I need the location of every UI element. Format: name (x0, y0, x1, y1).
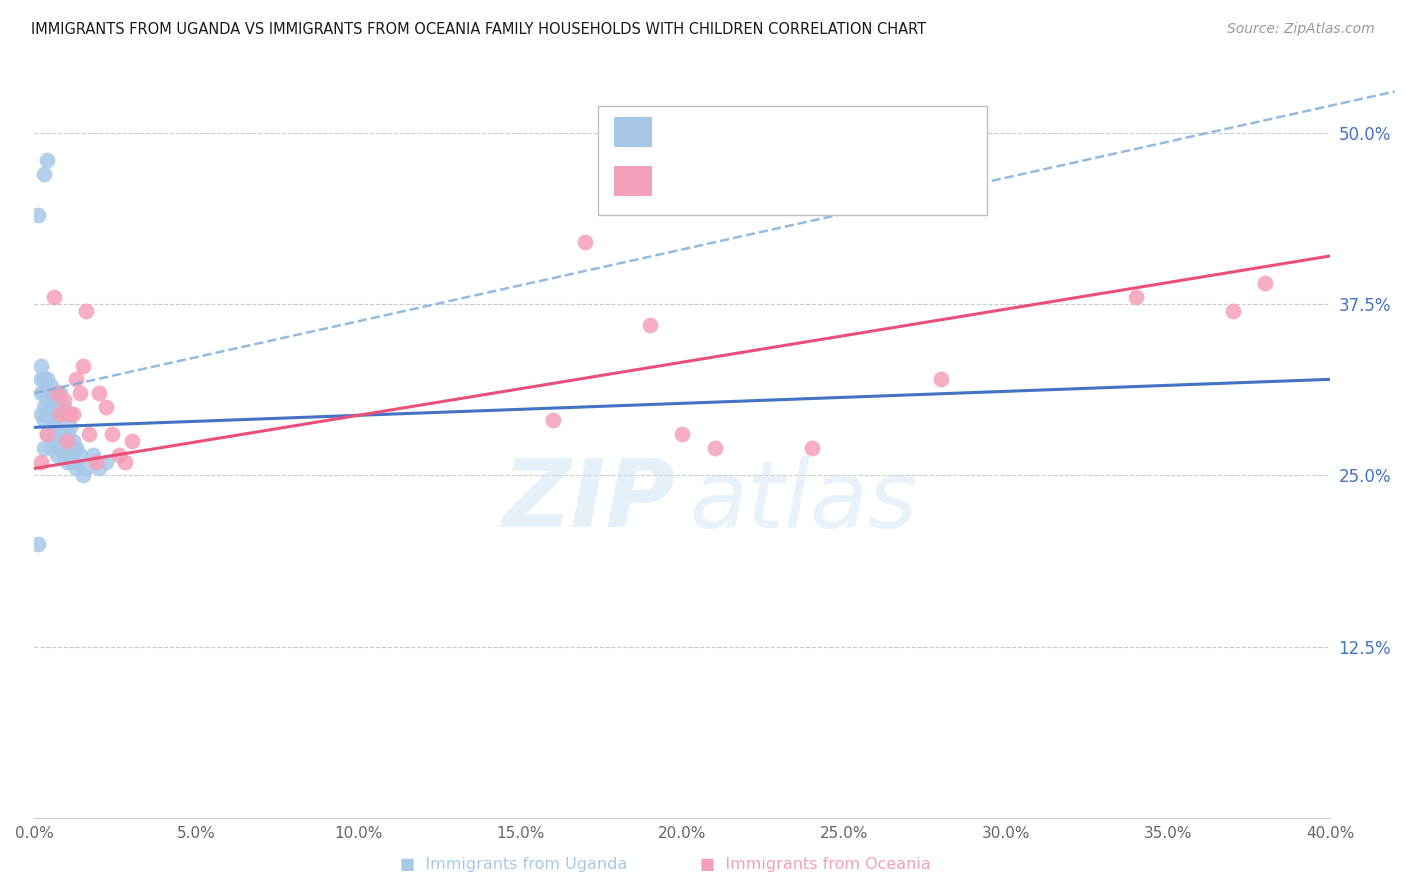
Point (30, 407, 52, 421)
Text: ■  Immigrants from Uganda: ■ Immigrants from Uganda (399, 857, 627, 872)
Point (46, 434, 69, 448)
Point (49, 441, 72, 455)
Point (65, 461, 87, 475)
Point (65, 441, 87, 455)
Point (49, 386, 72, 401)
Point (30, 386, 52, 401)
Point (37, 392, 59, 407)
Point (37, 407, 59, 421)
Point (55, 434, 77, 448)
Point (79, 427, 101, 442)
FancyBboxPatch shape (613, 117, 652, 147)
Point (69, 448, 91, 462)
Point (72, 468, 94, 483)
Text: R =  0.136   N = 52: R = 0.136 N = 52 (662, 121, 846, 141)
Point (39, 379, 62, 393)
FancyBboxPatch shape (613, 166, 652, 196)
Point (121, 434, 143, 448)
Point (37, 372, 59, 386)
Point (1222, 303, 1244, 318)
Point (59, 420, 82, 434)
Point (72, 359, 94, 373)
Point (27, 537, 49, 551)
Point (69, 386, 91, 401)
Text: IMMIGRANTS FROM UGANDA VS IMMIGRANTS FROM OCEANIA FAMILY HOUSEHOLDS WITH CHILDRE: IMMIGRANTS FROM UGANDA VS IMMIGRANTS FRO… (31, 22, 927, 37)
Point (75, 303, 97, 318)
Point (42, 407, 65, 421)
Point (75, 461, 97, 475)
Point (638, 318, 661, 332)
Point (59, 407, 82, 421)
Point (52, 427, 75, 442)
Point (49, 407, 72, 421)
Point (800, 441, 823, 455)
Point (107, 448, 129, 462)
Point (46, 400, 69, 414)
Point (94, 454, 117, 468)
Point (42, 434, 65, 448)
Point (39, 400, 62, 414)
Point (62, 454, 84, 468)
Point (37, 427, 59, 442)
Point (39, 413, 62, 427)
Point (671, 427, 693, 442)
Point (1125, 290, 1147, 304)
Point (32, 413, 55, 427)
Point (46, 386, 69, 401)
Point (84, 454, 107, 468)
Point (42, 392, 65, 407)
Point (55, 427, 77, 442)
Point (46, 413, 69, 427)
Point (39, 441, 62, 455)
Point (62, 434, 84, 448)
Point (49, 407, 72, 421)
Text: ■  Immigrants from Oceania: ■ Immigrants from Oceania (700, 857, 931, 872)
Point (42, 290, 65, 304)
Text: R =  0.348   N = 31: R = 0.348 N = 31 (662, 169, 846, 189)
Point (82, 448, 104, 462)
Point (27, 208, 49, 222)
Point (703, 441, 725, 455)
Point (62, 407, 84, 421)
Point (89, 386, 111, 401)
Point (46, 448, 69, 462)
Point (30, 454, 52, 468)
Point (46, 386, 69, 401)
Point (32, 386, 55, 401)
Point (37, 153, 59, 167)
Point (42, 420, 65, 434)
Point (1254, 277, 1277, 291)
Text: atlas: atlas (689, 456, 917, 547)
Point (59, 441, 82, 455)
Point (55, 454, 77, 468)
FancyBboxPatch shape (598, 105, 987, 215)
Point (37, 427, 59, 442)
Point (32, 441, 55, 455)
Point (89, 461, 111, 475)
Point (114, 454, 136, 468)
Point (931, 372, 953, 386)
Point (32, 372, 55, 386)
Point (30, 372, 52, 386)
Point (32, 167, 55, 181)
Point (52, 448, 75, 462)
Point (55, 407, 77, 421)
Point (52, 392, 75, 407)
Text: ZIP: ZIP (503, 455, 676, 548)
Point (49, 427, 72, 442)
Point (52, 400, 75, 414)
Point (574, 235, 596, 250)
Point (32, 400, 55, 414)
Point (541, 413, 564, 427)
Point (65, 372, 87, 386)
Text: Source: ZipAtlas.com: Source: ZipAtlas.com (1227, 22, 1375, 37)
Point (94, 400, 117, 414)
Point (101, 427, 124, 442)
Point (30, 359, 52, 373)
